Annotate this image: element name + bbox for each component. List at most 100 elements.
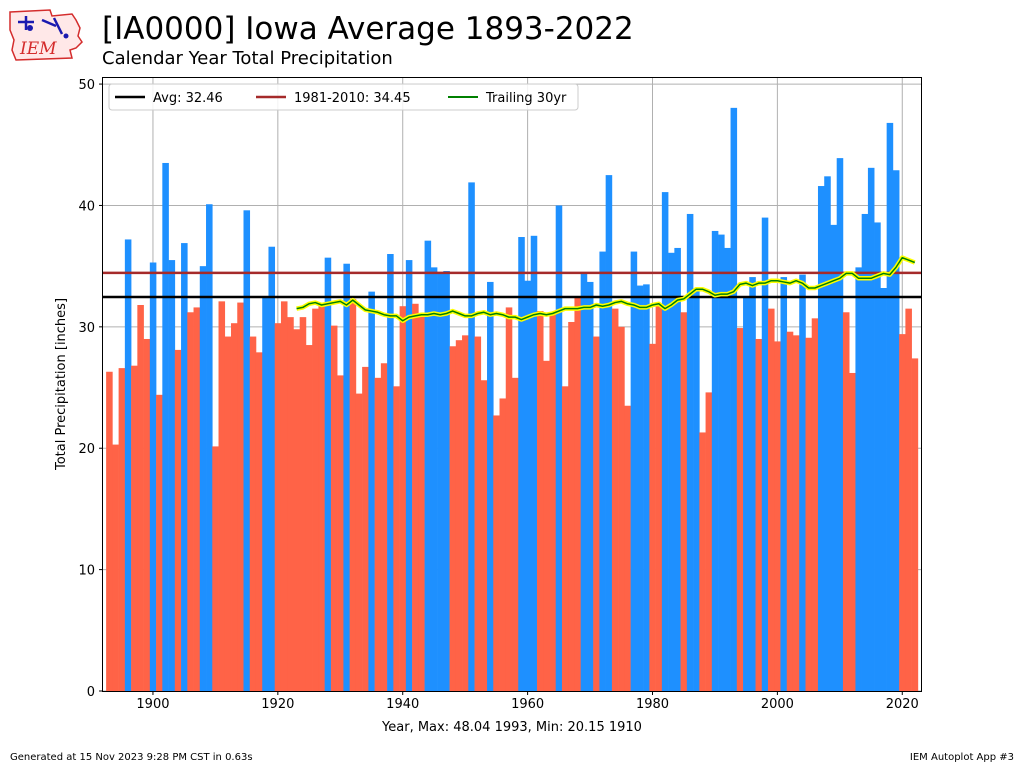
bar-1917 — [255, 352, 263, 691]
bar-1990 — [711, 230, 719, 691]
x-tick-label: 2000 — [761, 697, 794, 712]
bar-1916 — [249, 336, 257, 691]
y-tick-label: 0 — [87, 685, 95, 700]
bar-2004 — [799, 274, 806, 691]
bar-1983 — [668, 252, 675, 692]
bar-1945 — [430, 267, 438, 691]
bar-1978 — [636, 285, 644, 691]
bar-1901 — [156, 394, 163, 691]
bar-1946 — [437, 273, 444, 691]
generated-timestamp: Generated at 15 Nov 2023 9:28 PM CST in … — [10, 752, 253, 763]
bar-1942 — [412, 303, 419, 691]
bar-1921 — [280, 301, 288, 691]
bar-1947 — [443, 271, 450, 691]
bar-2022 — [911, 358, 919, 691]
bar-1951 — [468, 182, 475, 691]
bar-1965 — [555, 205, 563, 691]
logo-text: IEM — [19, 39, 57, 59]
bar-1912 — [224, 336, 232, 691]
bar-1899 — [143, 338, 151, 691]
x-tick-label: 1940 — [386, 697, 419, 712]
bar-2017 — [880, 287, 887, 691]
trailing-30yr-line — [296, 255, 916, 324]
bar-1948 — [449, 346, 457, 691]
bar-1933 — [355, 393, 363, 691]
bar-1902 — [162, 162, 169, 692]
bar-2008 — [824, 176, 831, 692]
bar-1971 — [593, 336, 600, 691]
x-tick-label: 1960 — [511, 697, 544, 712]
bar-1894 — [112, 444, 119, 691]
bar-1987 — [693, 290, 700, 691]
bar-1893 — [106, 371, 113, 691]
bar-1986 — [686, 213, 694, 692]
bar-1905 — [181, 243, 188, 691]
bar-1973 — [605, 175, 613, 692]
bar-1975 — [618, 326, 625, 691]
y-tick-label: 30 — [78, 321, 95, 336]
bar-1927 — [318, 304, 325, 691]
bar-2012 — [849, 372, 856, 691]
bar-1972 — [599, 251, 606, 691]
bar-1895 — [118, 368, 126, 691]
bar-1976 — [624, 405, 631, 691]
chart-title: [IA0000] Iowa Average 1893-2022 — [102, 11, 634, 47]
bar-1999 — [768, 308, 775, 691]
bar-2001 — [780, 277, 788, 691]
reference-lines — [103, 271, 921, 299]
bar-2006 — [811, 318, 819, 691]
bar-1949 — [455, 340, 463, 691]
bar-1963 — [543, 360, 550, 691]
bar-1943 — [418, 314, 425, 691]
bar-1955 — [493, 415, 500, 691]
y-tick-label: 40 — [78, 199, 95, 214]
legend-box — [108, 83, 579, 111]
bar-2005 — [805, 337, 813, 691]
bar-1929 — [330, 325, 338, 691]
bar-2013 — [855, 267, 862, 691]
bar-2010 — [836, 158, 844, 691]
bar-1939 — [393, 386, 400, 691]
bar-1993 — [730, 107, 738, 692]
bar-1914 — [237, 302, 244, 691]
bar-1935 — [368, 291, 375, 691]
y-tick-label: 10 — [78, 564, 95, 579]
bar-2015 — [867, 167, 875, 691]
bar-1952 — [474, 336, 482, 691]
app-label: IEM Autoplot App #3 — [909, 752, 1014, 763]
bar-1956 — [499, 398, 507, 691]
bar-1925 — [305, 345, 313, 691]
bar-1988 — [699, 432, 706, 691]
bar-1911 — [218, 301, 226, 691]
bar-1940 — [399, 306, 407, 691]
plot-frame — [102, 77, 922, 692]
bar-1931 — [343, 263, 350, 691]
bar-1961 — [530, 235, 538, 691]
bar-1928 — [324, 257, 332, 691]
bar-1909 — [206, 204, 213, 691]
bar-2018 — [886, 122, 894, 692]
bar-1923 — [293, 329, 300, 691]
y-tick-label: 50 — [78, 78, 95, 93]
bar-2002 — [786, 331, 794, 691]
bar-1910 — [212, 446, 219, 691]
bar-1967 — [568, 321, 575, 691]
bar-1906 — [187, 312, 194, 691]
bar-1926 — [312, 308, 319, 691]
y-tick-label: 20 — [78, 442, 95, 457]
bar-2009 — [830, 224, 838, 691]
bar-1915 — [243, 210, 251, 691]
bar-2020 — [899, 334, 906, 691]
y-axis-label: Total Precipitation [inches] — [54, 298, 69, 471]
bar-2014 — [861, 213, 869, 692]
bar-2021 — [905, 308, 912, 691]
bar-1974 — [611, 308, 619, 691]
bar-2007 — [817, 186, 825, 691]
bar-2003 — [792, 335, 800, 691]
legend-normal-label: 1981-2010: 34.45 — [294, 91, 411, 106]
bar-1991 — [718, 234, 725, 691]
bar-1989 — [705, 392, 713, 691]
bar-1994 — [736, 328, 744, 691]
bar-1937 — [380, 363, 388, 691]
bar-1966 — [561, 386, 569, 691]
